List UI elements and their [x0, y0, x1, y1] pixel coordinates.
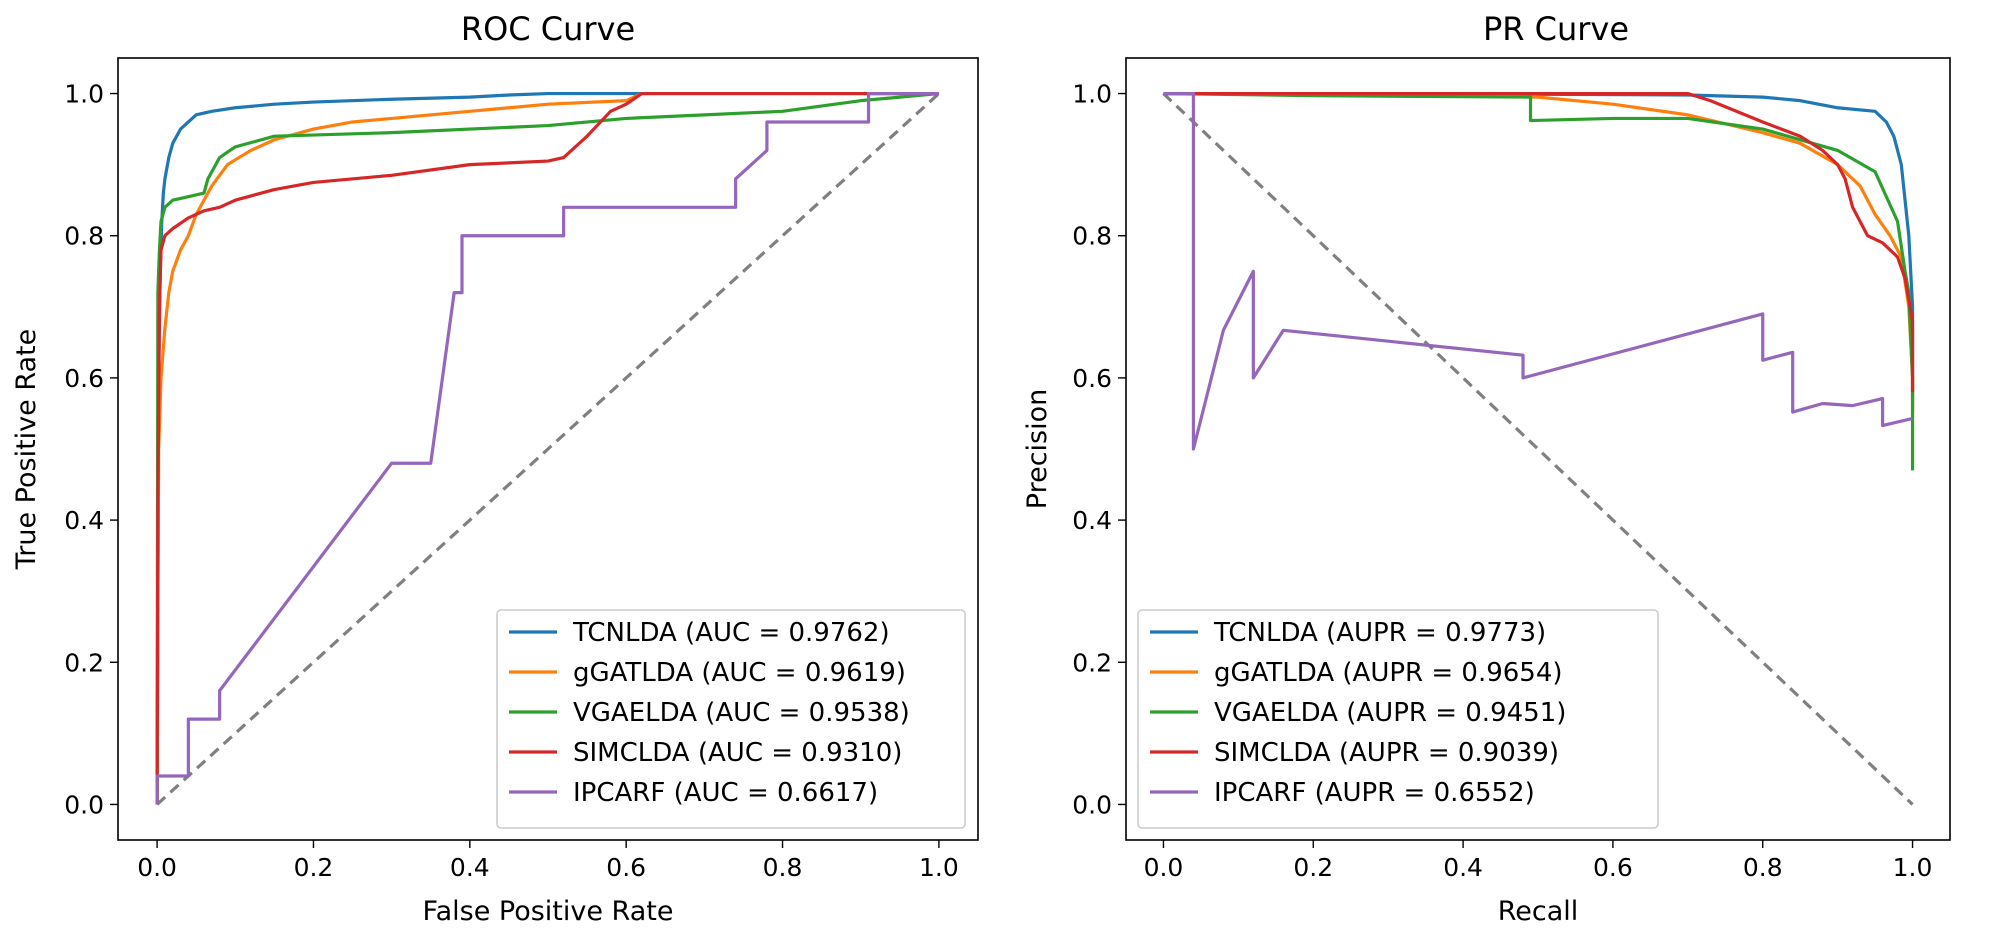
roc-ytick-label: 0.0 [64, 790, 104, 819]
roc-xtick-label: 0.6 [606, 853, 646, 882]
pr-plot-area [1162, 91, 1915, 806]
pr-axes-frame [1125, 57, 1951, 841]
roc-series-ipcarf-line [155, 91, 939, 805]
roc-legend-entry: gGATLDA (AUC = 0.9619) [573, 658, 906, 688]
roc-ytick-label: 0.6 [64, 364, 104, 393]
pr-ytick-label: 1.0 [1072, 80, 1112, 109]
pr-ytick-label: 0.0 [1072, 790, 1112, 819]
roc-ytick-label: 1.0 [64, 80, 104, 109]
roc-xtick-label: 0.2 [294, 853, 334, 882]
roc-ytick-label: 0.2 [64, 648, 104, 677]
pr-xtick-label: 0.8 [1743, 853, 1783, 882]
pr-xtick-label: 0.6 [1593, 853, 1633, 882]
roc-title: ROC Curve [461, 10, 635, 48]
roc-ytick-label: 0.4 [64, 506, 104, 535]
roc-xtick-label: 0.4 [450, 853, 490, 882]
roc-legend-entry: VGAELDA (AUC = 0.9538) [573, 698, 910, 728]
pr-legend-entry: TCNLDA (AUPR = 0.9773) [1213, 618, 1546, 648]
roc-xtick-label: 1.0 [919, 853, 959, 882]
roc-legend-box [496, 609, 966, 829]
pr-xtick-label: 0.4 [1443, 853, 1483, 882]
pr-panel: PR Curve 0.0 0.2 0.4 0.6 0.8 1.00.00.20.40.60… [1022, 10, 1951, 927]
roc-legend-entry: IPCARF (AUC = 0.6617) [573, 778, 878, 808]
pr-xtick-label: 0.2 [1293, 853, 1333, 882]
roc-axes-frame [117, 57, 979, 841]
roc-series-tcnlda-line [155, 91, 939, 805]
roc-series-ggatlda-line [155, 91, 939, 805]
pr-legend-box [1137, 609, 1659, 829]
roc-ytick-label: 0.8 [64, 222, 104, 251]
pr-legend-entry: IPCARF (AUPR = 0.6552) [1214, 778, 1535, 808]
roc-xtick-label: 0.0 [137, 853, 177, 882]
roc-ticks: 0.0 0.2 0.4 0.6 0.8 1.0 0.0 0.2 0.4 0.6 0.8 1.0 [64, 80, 959, 882]
roc-reference-diagonal [156, 92, 940, 806]
pr-series-simclda-line [1163, 91, 1915, 393]
roc-xtick-label: 0.8 [763, 853, 803, 882]
pr-ytick-label: 0.8 [1072, 222, 1112, 251]
pr-xtick-label: 1.0 [1893, 853, 1933, 882]
pr-legend: TCNLDA (AUPR = 0.9773) gGATLDA (AUPR = 0.… [1137, 609, 1659, 829]
pr-series-ggatlda-line [1163, 91, 1915, 414]
pr-legend-entry: SIMCLDA (AUPR = 0.9039) [1214, 738, 1559, 768]
roc-panel: ROC Curve 0.0 0.2 0.4 0.6 0.8 1.0 0.0 0.2 0.4 0.6… [11, 10, 979, 927]
pr-series-ipcarf-line [1163, 91, 1913, 451]
pr-ytick-label: 0.4 [1072, 506, 1112, 535]
pr-series-vgaelda-line [1163, 91, 1915, 471]
pr-title: PR Curve [1483, 10, 1629, 48]
pr-xtick-label: 0.0 [1144, 853, 1184, 882]
roc-legend-entry: SIMCLDA (AUC = 0.9310) [573, 738, 902, 768]
roc-ylabel: True Positive Rate [11, 329, 42, 571]
roc-series-vgaelda-line [155, 91, 940, 805]
roc-series-simclda-line [155, 91, 939, 805]
pr-ytick-label: 0.2 [1072, 648, 1112, 677]
pr-ytick-label: 0.6 [1072, 364, 1112, 393]
pr-xlabel: Recall [1498, 896, 1579, 927]
roc-legend: TCNLDA (AUC = 0.9762) gGATLDA (AUC = 0.96… [496, 609, 966, 829]
roc-legend-entry: TCNLDA (AUC = 0.9762) [572, 618, 890, 648]
pr-reference-diagonal [1162, 92, 1914, 806]
pr-legend-entry: gGATLDA (AUPR = 0.9654) [1214, 658, 1563, 688]
pr-ylabel: Precision [1022, 389, 1053, 509]
pr-ticks: 0.0 0.2 0.4 0.6 0.8 1.0 0.0 0.2 0.4 0.6 0.8 1.0 [1072, 80, 1932, 882]
pr-legend-entry: VGAELDA (AUPR = 0.9451) [1214, 698, 1566, 728]
roc-xlabel: False Positive Rate [423, 896, 674, 927]
roc-plot-area [155, 91, 940, 806]
